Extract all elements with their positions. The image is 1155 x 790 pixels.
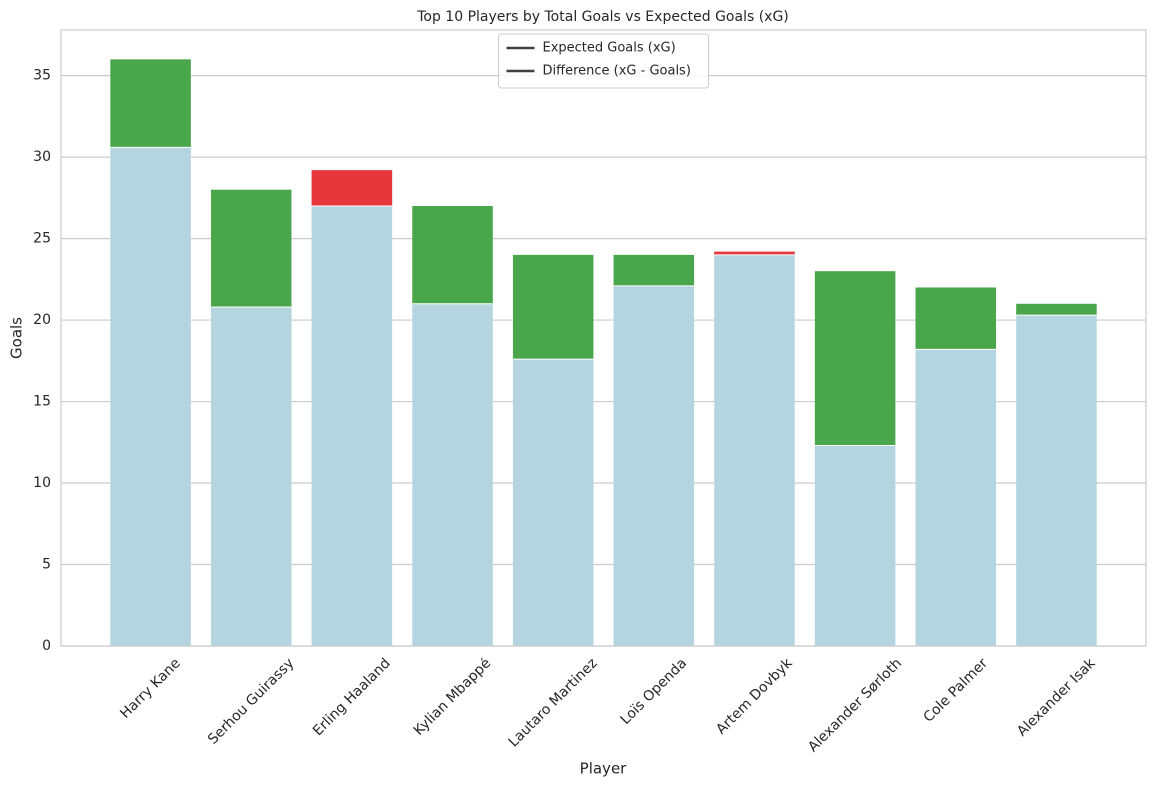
xg-bar xyxy=(915,349,997,646)
x-axis-label: Player xyxy=(580,760,628,778)
y-tick-label: 15 xyxy=(33,394,51,410)
legend-frame xyxy=(498,33,709,89)
y-tick-label: 0 xyxy=(42,638,51,654)
chart-title: Top 10 Players by Total Goals vs Expecte… xyxy=(416,9,789,25)
difference-bar xyxy=(412,206,493,304)
difference-bar xyxy=(210,189,292,308)
difference-bar xyxy=(1016,303,1097,316)
difference-bar xyxy=(814,271,896,446)
xg-bar xyxy=(1016,315,1097,646)
legend: Expected Goals (xG) Difference (xG - Goal… xyxy=(498,33,709,89)
xg-bar xyxy=(210,307,292,646)
xg-bar xyxy=(110,147,191,647)
y-tick-label: 10 xyxy=(33,475,51,491)
difference-bar xyxy=(311,170,393,206)
difference-bar xyxy=(110,59,191,148)
difference-bar xyxy=(915,287,997,350)
y-tick-label: 5 xyxy=(42,557,51,573)
xg-bar xyxy=(512,359,594,646)
y-tick-label: 30 xyxy=(33,149,51,165)
difference-bar xyxy=(714,251,795,255)
xg-bar xyxy=(814,445,896,646)
xg-bar xyxy=(412,303,493,646)
difference-bar xyxy=(613,254,695,286)
xg-bar xyxy=(613,285,695,646)
y-axis-label: Goals xyxy=(8,317,26,359)
y-tick-label: 20 xyxy=(33,312,51,328)
legend-label: Expected Goals (xG) xyxy=(543,41,676,56)
legend-label: Difference (xG - Goals) xyxy=(543,64,691,79)
xg-bar xyxy=(714,251,795,646)
difference-bar xyxy=(512,254,594,360)
xg-bar xyxy=(311,170,393,647)
y-tick-label: 35 xyxy=(33,68,51,84)
y-tick-label: 25 xyxy=(33,231,51,247)
plot-frame xyxy=(60,29,1147,647)
